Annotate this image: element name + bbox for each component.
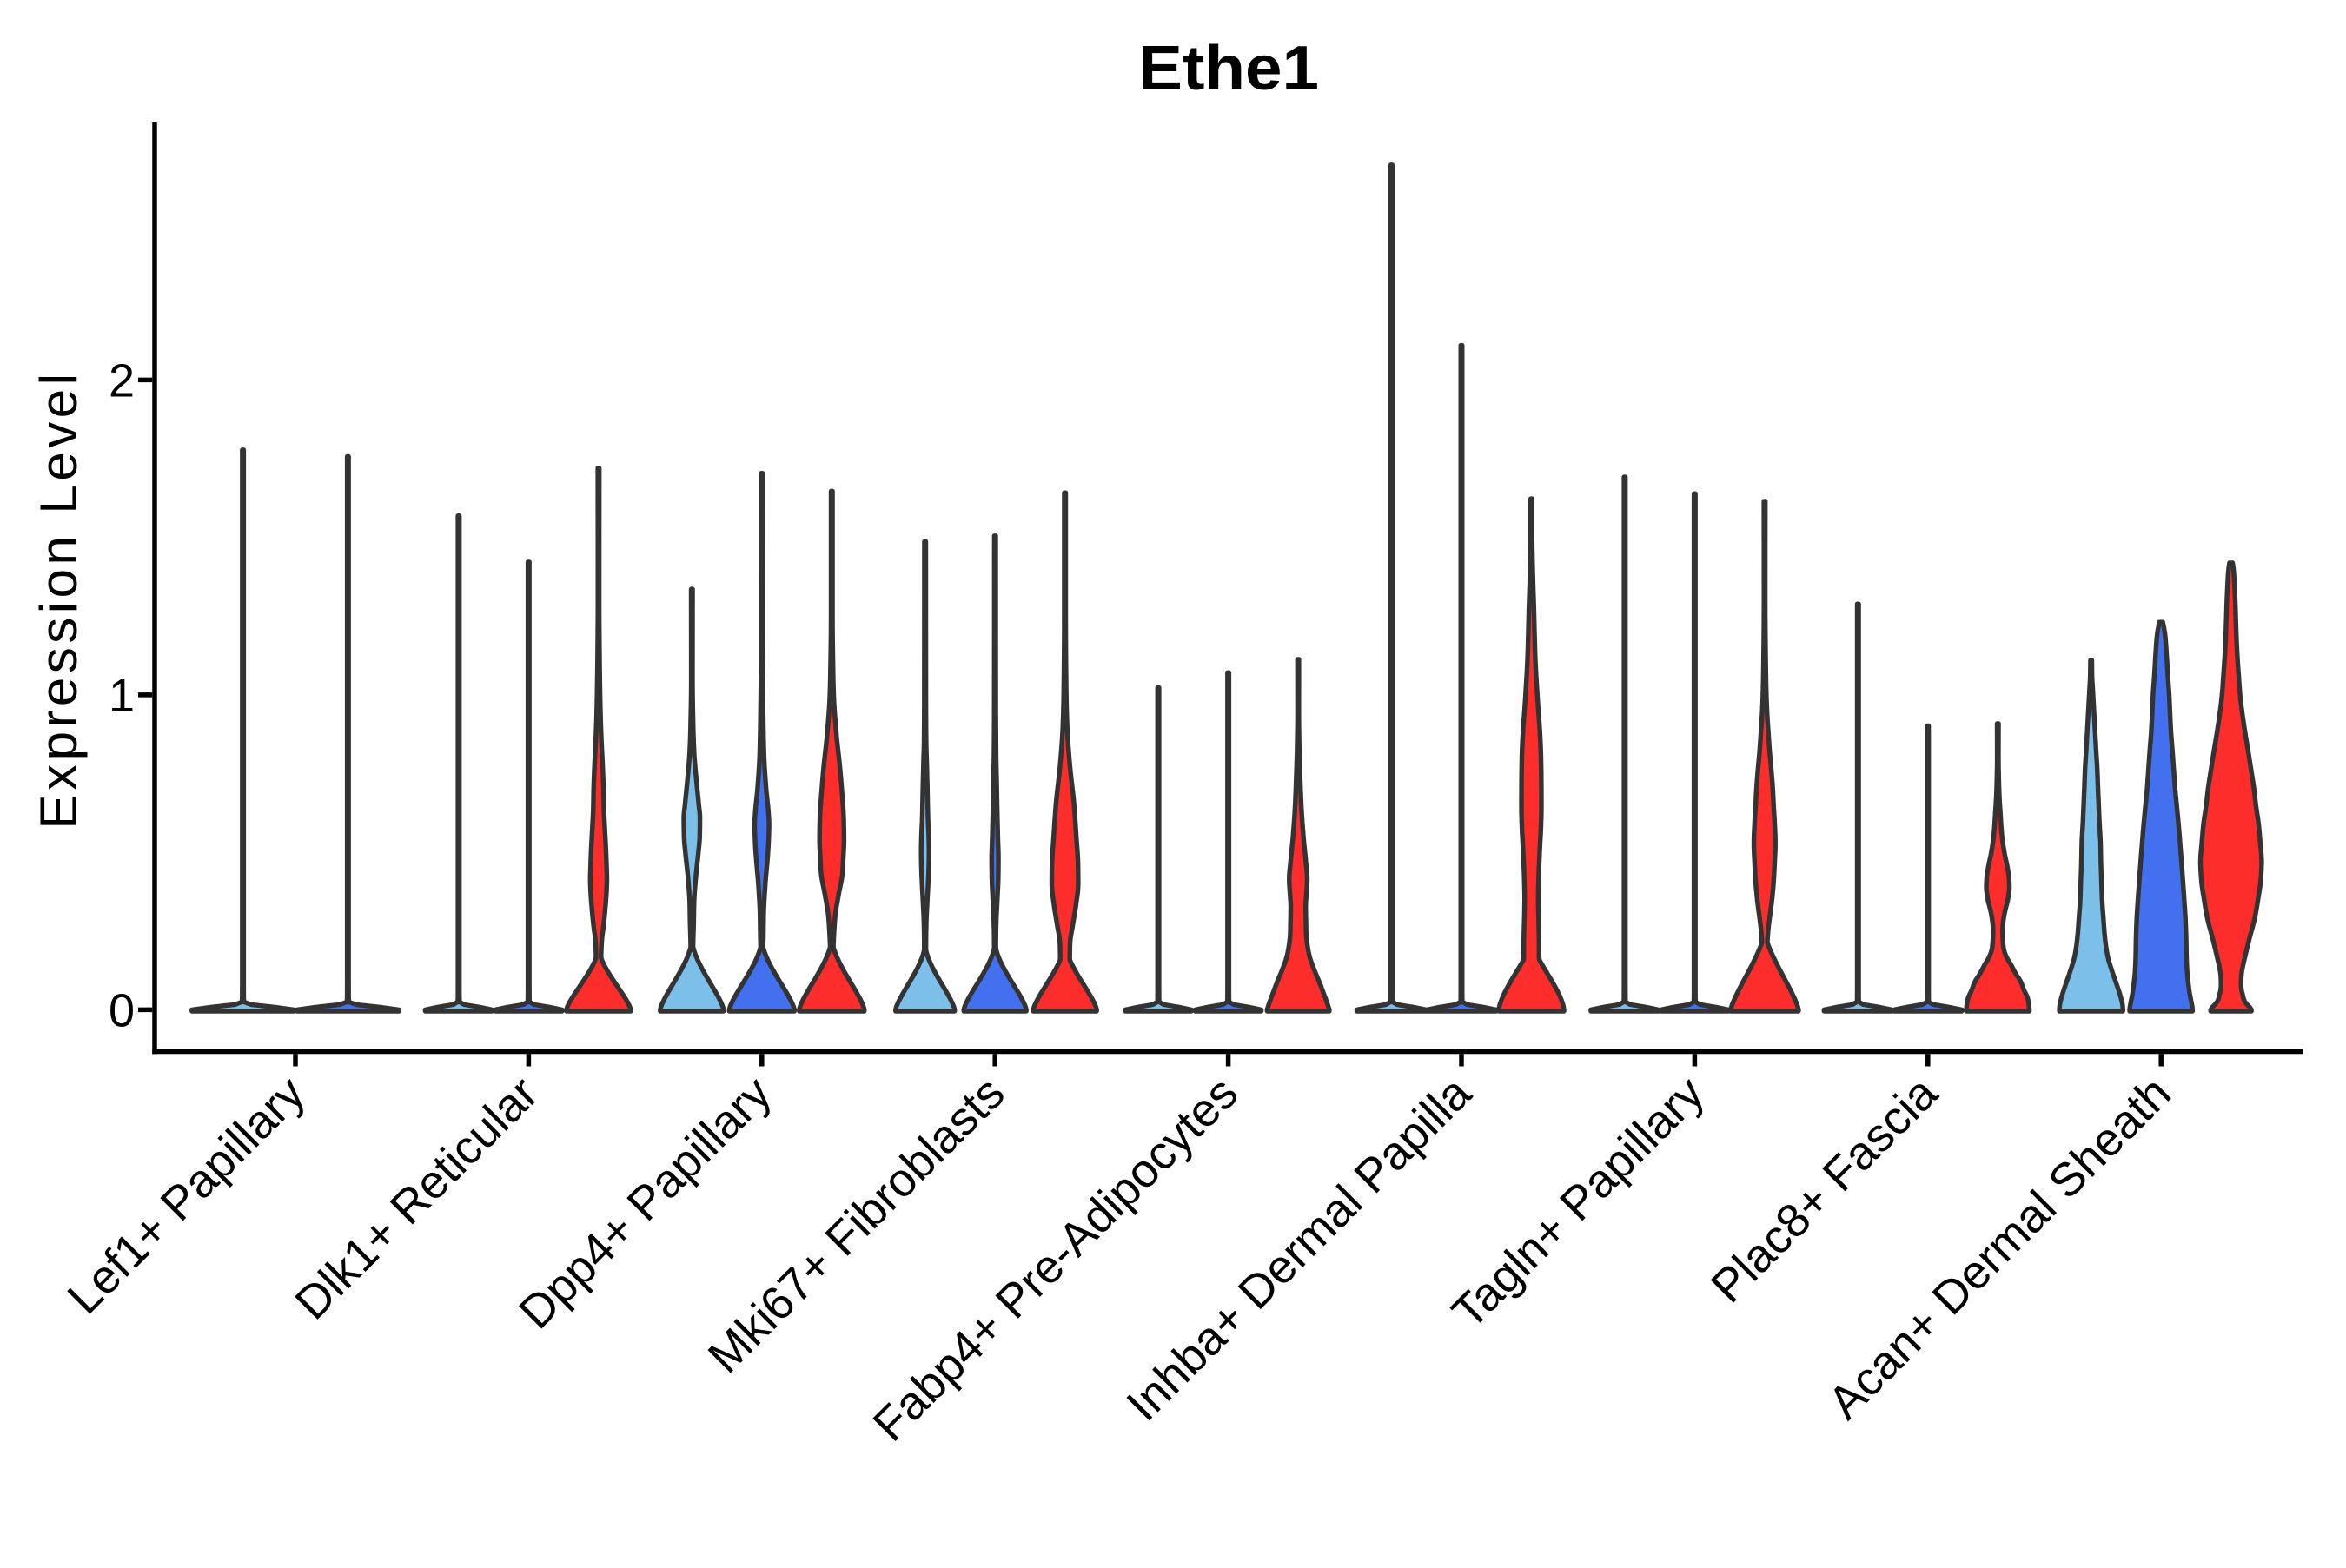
svg-text:1: 1 bbox=[109, 670, 135, 722]
svg-text:2: 2 bbox=[109, 354, 135, 407]
svg-text:Expression Level: Expression Level bbox=[30, 370, 88, 830]
svg-text:Ethe1: Ethe1 bbox=[1138, 34, 1319, 103]
svg-text:0: 0 bbox=[109, 984, 135, 1036]
